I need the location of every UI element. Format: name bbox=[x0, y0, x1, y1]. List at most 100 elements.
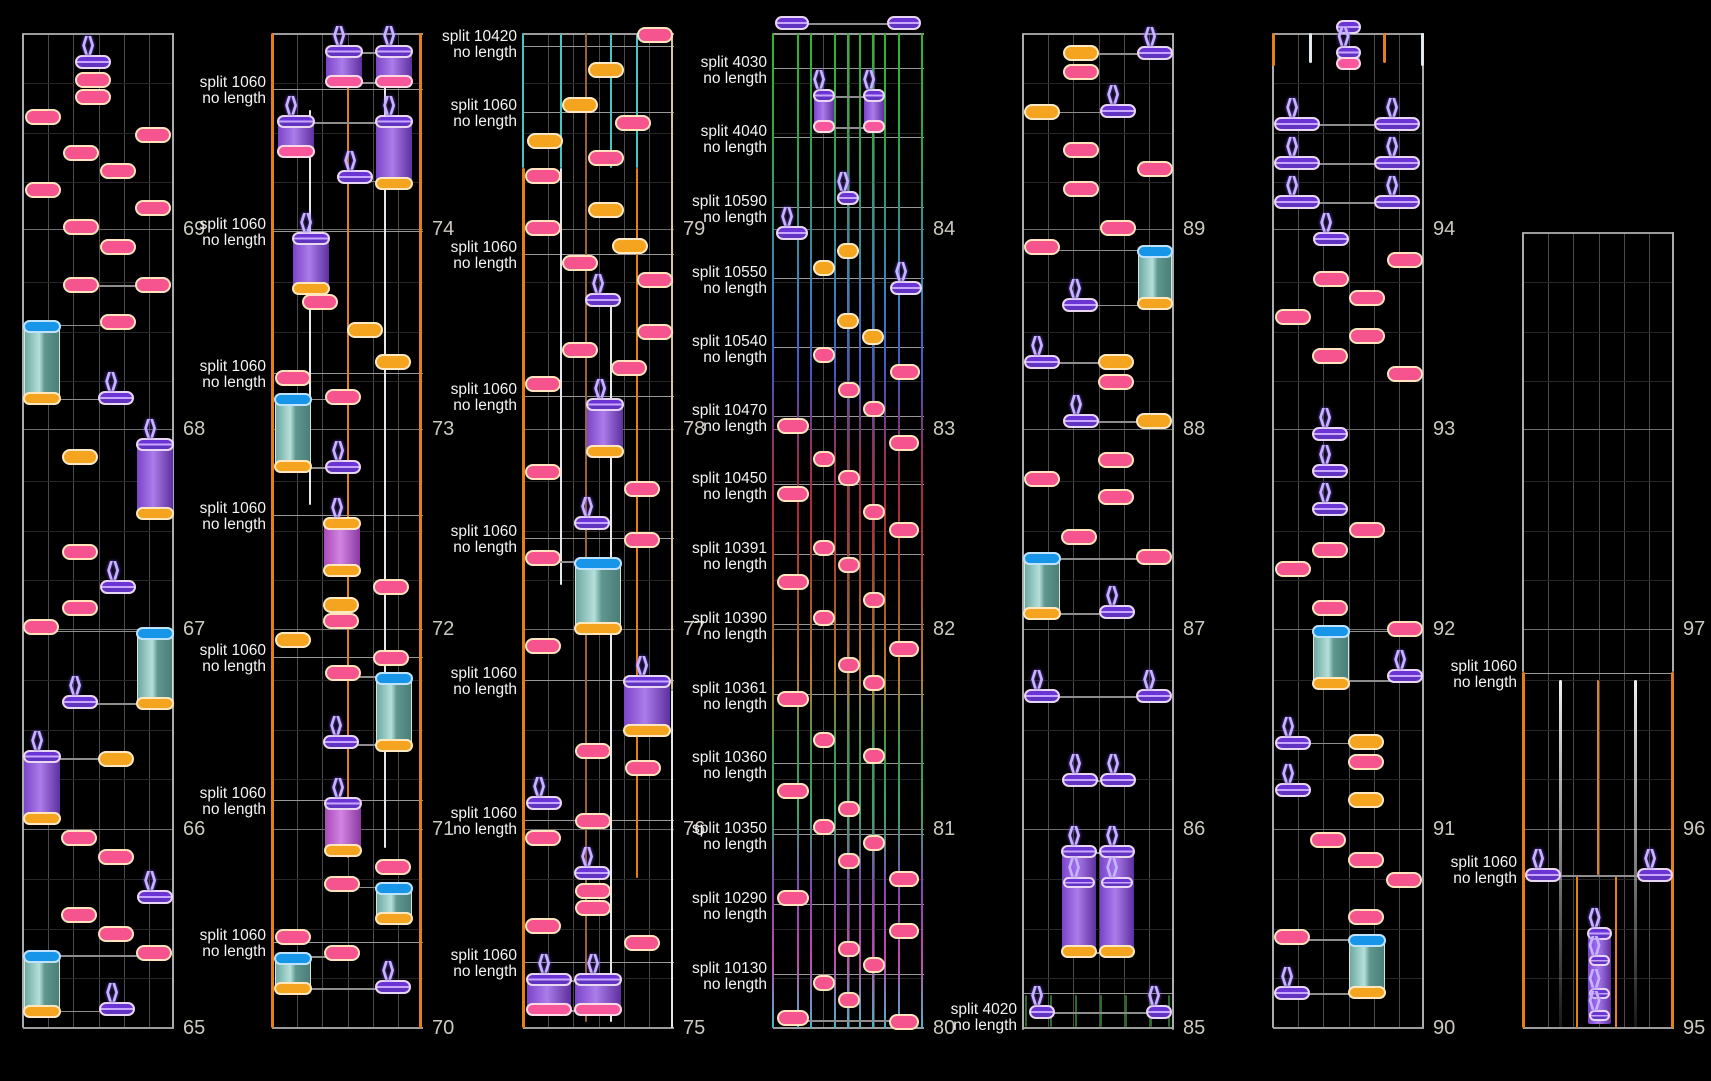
tap-note-pink[interactable] bbox=[813, 347, 835, 363]
tap-note-pink[interactable] bbox=[615, 115, 651, 131]
tap-note-pink[interactable] bbox=[575, 900, 611, 916]
tap-note-pink[interactable] bbox=[525, 376, 561, 392]
tap-note-pink[interactable] bbox=[63, 145, 99, 161]
split-note[interactable] bbox=[1589, 955, 1610, 966]
tap-note-pink[interactable] bbox=[525, 638, 561, 654]
tap-note-pink[interactable] bbox=[62, 544, 98, 560]
tap-note-pink[interactable] bbox=[777, 486, 809, 502]
tap-note-pink[interactable] bbox=[1024, 239, 1060, 255]
split-note[interactable] bbox=[776, 226, 808, 240]
tap-note-pink[interactable] bbox=[323, 613, 359, 629]
tap-note-pink[interactable] bbox=[1275, 561, 1311, 577]
tap-note-pink[interactable] bbox=[525, 168, 561, 184]
split-note[interactable] bbox=[337, 170, 373, 184]
split-note[interactable] bbox=[323, 735, 359, 749]
split-note[interactable] bbox=[1637, 868, 1673, 882]
tap-note-pink[interactable] bbox=[1312, 542, 1348, 558]
hold-note-purple[interactable] bbox=[277, 115, 315, 158]
tap-note-pink[interactable] bbox=[562, 255, 598, 271]
tap-note-orange[interactable] bbox=[862, 329, 884, 345]
tap-note-pink[interactable] bbox=[1061, 529, 1097, 545]
hold-note-teal[interactable] bbox=[274, 393, 312, 473]
tap-note-pink[interactable] bbox=[1349, 328, 1385, 344]
tap-note-pink[interactable] bbox=[863, 675, 885, 691]
tap-note-pink[interactable] bbox=[98, 849, 134, 865]
split-note[interactable] bbox=[1313, 232, 1349, 246]
tap-note-pink[interactable] bbox=[525, 550, 561, 566]
split-note[interactable] bbox=[1374, 117, 1420, 131]
hold-note-purple[interactable] bbox=[863, 89, 885, 133]
tap-note-pink[interactable] bbox=[562, 342, 598, 358]
tap-note-pink[interactable] bbox=[625, 760, 661, 776]
tap-note-pink[interactable] bbox=[100, 314, 136, 330]
tap-note-pink[interactable] bbox=[1348, 852, 1384, 868]
split-note[interactable] bbox=[1275, 783, 1311, 797]
split-note[interactable] bbox=[1099, 605, 1135, 619]
split-note[interactable] bbox=[1336, 20, 1361, 34]
split-note[interactable] bbox=[1024, 355, 1060, 369]
hold-note-purple[interactable] bbox=[323, 517, 361, 577]
tap-note-pink[interactable] bbox=[838, 853, 860, 869]
split-note[interactable] bbox=[1146, 1005, 1172, 1019]
tap-note-pink[interactable] bbox=[889, 1014, 919, 1030]
split-note[interactable] bbox=[1275, 736, 1311, 750]
tap-note-pink[interactable] bbox=[863, 592, 885, 608]
hold-note-purple[interactable] bbox=[1587, 927, 1612, 1029]
tap-note-pink[interactable] bbox=[324, 876, 360, 892]
hold-note-purple[interactable] bbox=[1061, 845, 1097, 958]
tap-note-pink[interactable] bbox=[777, 574, 809, 590]
tap-note-pink[interactable] bbox=[889, 435, 919, 451]
tap-note-orange[interactable] bbox=[323, 597, 359, 613]
split-note[interactable] bbox=[1274, 195, 1320, 209]
tap-note-pink[interactable] bbox=[889, 641, 919, 657]
tap-note-pink[interactable] bbox=[637, 324, 673, 340]
tap-note-pink[interactable] bbox=[25, 182, 61, 198]
split-note[interactable] bbox=[100, 580, 136, 594]
tap-note-pink[interactable] bbox=[61, 907, 97, 923]
split-note[interactable] bbox=[574, 516, 610, 530]
tap-note-pink[interactable] bbox=[1312, 348, 1348, 364]
tap-note-pink[interactable] bbox=[325, 389, 361, 405]
tap-note-orange[interactable] bbox=[1098, 354, 1134, 370]
hold-note-purple[interactable] bbox=[325, 45, 363, 88]
hold-note-purple[interactable] bbox=[586, 398, 624, 458]
tap-note-pink[interactable] bbox=[890, 364, 920, 380]
tap-note-pink[interactable] bbox=[98, 926, 134, 942]
tap-note-pink[interactable] bbox=[838, 557, 860, 573]
tap-note-pink[interactable] bbox=[1063, 64, 1099, 80]
hold-note-teal[interactable] bbox=[574, 557, 622, 635]
split-note[interactable] bbox=[775, 16, 809, 30]
tap-note-pink[interactable] bbox=[1098, 452, 1134, 468]
tap-note-pink[interactable] bbox=[100, 163, 136, 179]
tap-note-pink[interactable] bbox=[1024, 471, 1060, 487]
tap-note-pink[interactable] bbox=[777, 783, 809, 799]
split-note[interactable] bbox=[1387, 669, 1423, 683]
tap-note-pink[interactable] bbox=[588, 150, 624, 166]
tap-note-orange[interactable] bbox=[275, 632, 311, 648]
tap-note-pink[interactable] bbox=[813, 540, 835, 556]
tap-note-pink[interactable] bbox=[624, 481, 660, 497]
tap-note-pink[interactable] bbox=[63, 277, 99, 293]
tap-note-orange[interactable] bbox=[62, 449, 98, 465]
tap-note-pink[interactable] bbox=[25, 109, 61, 125]
hold-note-purple[interactable] bbox=[574, 973, 622, 1016]
split-note[interactable] bbox=[526, 796, 562, 810]
split-note[interactable] bbox=[1029, 1005, 1055, 1019]
tap-note-orange[interactable] bbox=[1024, 104, 1060, 120]
tap-note-pink[interactable] bbox=[813, 732, 835, 748]
split-note[interactable] bbox=[1274, 117, 1320, 131]
split-note[interactable] bbox=[574, 866, 610, 880]
tap-note-pink[interactable] bbox=[777, 890, 809, 906]
tap-note-orange[interactable] bbox=[837, 313, 859, 329]
tap-note-pink[interactable] bbox=[813, 610, 835, 626]
tap-note-pink[interactable] bbox=[1098, 489, 1134, 505]
hold-note-purple[interactable] bbox=[136, 438, 174, 520]
split-note[interactable] bbox=[1100, 104, 1136, 118]
tap-note-orange[interactable] bbox=[1348, 792, 1384, 808]
tap-note-pink[interactable] bbox=[275, 929, 311, 945]
tap-note-pink[interactable] bbox=[838, 657, 860, 673]
tap-note-pink[interactable] bbox=[637, 272, 673, 288]
tap-note-pink[interactable] bbox=[1349, 522, 1385, 538]
split-note[interactable] bbox=[1312, 427, 1348, 441]
tap-note-pink[interactable] bbox=[525, 220, 561, 236]
